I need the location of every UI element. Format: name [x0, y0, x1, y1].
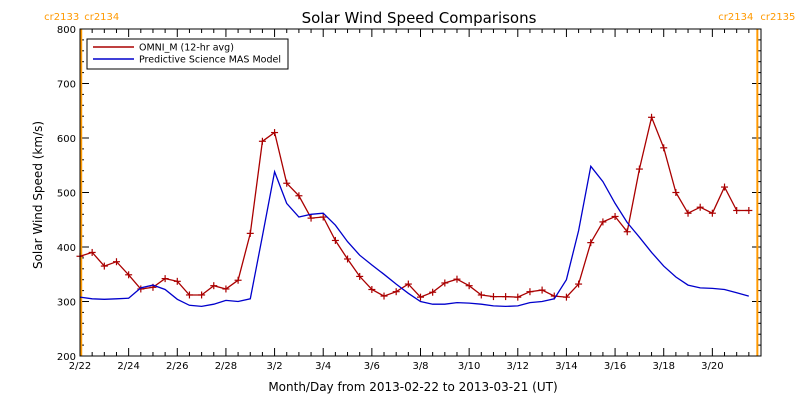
data-point-marker: [344, 255, 352, 263]
data-point-marker: [684, 209, 692, 217]
data-point-marker: [258, 137, 266, 145]
data-point-marker: [538, 286, 546, 294]
legend-entry-label: Predictive Science MAS Model: [139, 55, 281, 66]
x-tick-label: 2/22: [69, 361, 91, 372]
x-tick-label: 2/26: [166, 361, 188, 372]
legend-entry-label: OMNI_M (12-hr avg): [139, 43, 234, 54]
x-tick-label: 2/24: [117, 361, 139, 372]
plot-frame: [79, 28, 762, 357]
x-tick-label: 3/12: [507, 361, 529, 372]
data-point-marker: [392, 288, 400, 296]
data-point-marker: [587, 239, 595, 247]
data-point-marker: [137, 285, 145, 293]
y-axis-label: Solar Wind Speed (km/s): [31, 121, 45, 269]
x-tick-label: 3/2: [267, 361, 283, 372]
axes-layer: 200 300 400 500 600 700 800 2/22 2/24 2/26 2/28 3/2…: [57, 25, 761, 372]
data-point-marker: [222, 285, 230, 293]
data-point-marker: [648, 113, 656, 121]
x-axis-label: Month/Day from 2013-02-22 to 2013-03-21 …: [268, 380, 557, 394]
data-point-marker: [234, 276, 242, 284]
data-point-marker: [125, 271, 133, 279]
data-point-marker: [611, 212, 619, 220]
legend: OMNI_M (12-hr avg)Predictive Science MAS…: [86, 38, 289, 70]
data-point-marker: [100, 262, 108, 270]
data-point-marker: [599, 218, 607, 226]
data-point-marker: [185, 291, 193, 299]
data-point-marker: [429, 288, 437, 296]
y-tick-label: 300: [57, 298, 76, 309]
data-point-marker: [514, 293, 522, 301]
data-point-marker: [672, 189, 680, 196]
series-layer: [76, 113, 753, 308]
data-point-marker: [660, 144, 668, 152]
data-point-marker: [721, 183, 729, 191]
y-tick-label: 200: [57, 352, 76, 363]
data-point-marker: [635, 165, 643, 173]
y-tick-label: 400: [57, 243, 76, 254]
data-point-marker: [161, 275, 169, 283]
y-tick-label: 600: [57, 134, 76, 145]
cr-label-after: cr2134: [84, 12, 119, 23]
data-point-marker: [465, 282, 473, 290]
chart-title: Solar Wind Speed Comparisons: [302, 9, 537, 27]
data-point-marker: [246, 229, 254, 237]
data-point-marker: [477, 291, 485, 299]
data-point-marker: [623, 228, 631, 236]
data-point-marker: [112, 258, 120, 266]
data-point-marker: [319, 213, 327, 221]
series-line-mas-model: [79, 164, 749, 308]
x-tick-label: 3/18: [652, 361, 674, 372]
data-point-marker: [696, 203, 704, 211]
data-point-marker: [173, 277, 181, 285]
data-point-marker: [733, 206, 741, 214]
data-point-marker: [575, 280, 583, 288]
data-point-marker: [283, 179, 291, 187]
x-tick-label: 3/8: [412, 361, 428, 372]
data-point-marker: [210, 282, 218, 290]
y-tick-label: 800: [57, 25, 76, 36]
x-tick-label: 3/16: [604, 361, 626, 372]
data-point-marker: [453, 275, 461, 283]
data-point-marker: [307, 214, 315, 222]
x-tick-label: 2/28: [215, 361, 237, 372]
y-tick-label: 700: [57, 80, 76, 91]
carrington-rotation-markers: cr2133 cr2134 cr2134 cr2135: [44, 12, 795, 356]
data-point-marker: [380, 292, 388, 300]
data-point-marker: [271, 129, 279, 137]
data-point-marker: [489, 293, 497, 301]
x-tick-label: 3/14: [555, 361, 577, 372]
data-point-marker: [295, 192, 303, 200]
x-tick-label: 3/4: [315, 361, 331, 372]
x-tick-label: 3/6: [364, 361, 380, 372]
data-point-marker: [356, 272, 364, 280]
data-point-marker: [441, 279, 449, 287]
data-point-marker: [708, 209, 716, 217]
data-point-marker: [745, 206, 753, 214]
legend-box: [86, 38, 289, 70]
x-tick-label: 3/10: [458, 361, 480, 372]
data-point-marker: [368, 286, 376, 294]
data-point-marker: [562, 293, 570, 301]
series-line-omni: [79, 115, 749, 298]
data-point-marker: [404, 280, 412, 288]
data-point-marker: [88, 248, 96, 256]
data-point-marker: [331, 236, 339, 244]
data-point-marker: [526, 288, 534, 296]
data-point-marker: [417, 293, 424, 301]
cr-label-before: cr2134: [718, 12, 753, 23]
data-point-marker: [502, 293, 510, 301]
x-tick-label: 3/20: [701, 361, 723, 372]
cr-label-before: cr2133: [44, 12, 79, 23]
data-point-marker: [198, 291, 206, 299]
cr-label-after: cr2135: [760, 12, 795, 23]
y-tick-label: 500: [57, 189, 76, 200]
